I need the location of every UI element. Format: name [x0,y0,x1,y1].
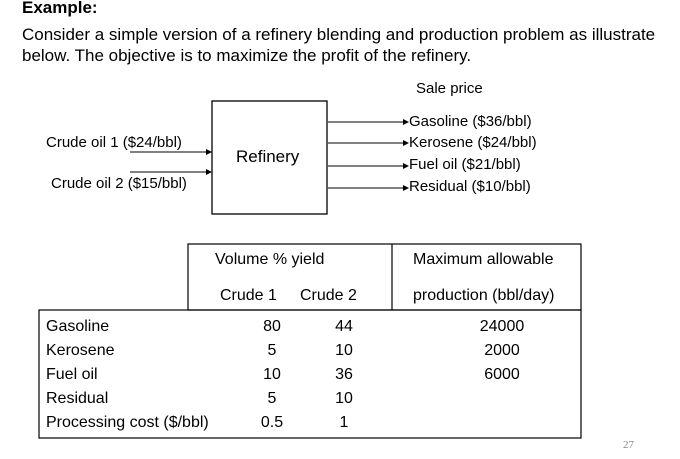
row-label-fuel-oil: Fuel oil [46,366,98,383]
row-label-kerosene: Kerosene [46,342,115,359]
cell-gasoline-crude2: 44 [335,318,353,335]
cell-gasoline-max: 24000 [479,318,525,335]
table-body-box [38,309,582,439]
cell-fuel-oil-crude2: 36 [335,366,353,383]
cell-residual-crude1: 5 [267,390,277,407]
cell-fuel-oil-max: 6000 [484,366,520,383]
cell-processing-cost-crude1: 0.5 [260,414,284,431]
output-fuel-oil: Fuel oil ($21/bbl) [409,156,521,173]
col-header-max-line2: production (bbl/day) [413,287,555,304]
refinery-box [211,100,328,215]
volume-yield-header: Volume % yield [215,251,325,268]
sale-price-label: Sale price [416,80,483,97]
slide-title: Example: [22,0,98,17]
cell-processing-cost-crude2: 1 [339,414,349,431]
output-kerosene: Kerosene ($24/bbl) [409,134,537,151]
input-crude-oil-2: Crude oil 2 ($15/bbl) [51,175,187,192]
col-header-max-line1: Maximum allowable [413,251,554,268]
cell-residual-crude2: 10 [335,390,353,407]
row-label-processing-cost: Processing cost ($/bbl) [46,414,209,431]
page-number: 27 [623,439,634,451]
row-label-residual: Residual [46,390,109,407]
col-header-crude2: Crude 2 [300,287,357,304]
col-header-crude1: Crude 1 [220,287,277,304]
output-gasoline: Gasoline ($36/bbl) [409,113,532,130]
intro-text: Consider a simple version of a refinery … [22,25,656,65]
cell-kerosene-crude1: 5 [267,342,277,359]
refinery-label: Refinery [236,147,300,166]
row-label-gasoline: Gasoline [46,318,110,335]
input-crude-oil-1: Crude oil 1 ($24/bbl) [46,134,182,151]
cell-fuel-oil-crude1: 10 [263,366,281,383]
cell-kerosene-crude2: 10 [335,342,353,359]
cell-kerosene-max: 2000 [484,342,520,359]
cell-gasoline-crude1: 80 [263,318,281,335]
output-residual: Residual ($10/bbl) [409,178,531,195]
